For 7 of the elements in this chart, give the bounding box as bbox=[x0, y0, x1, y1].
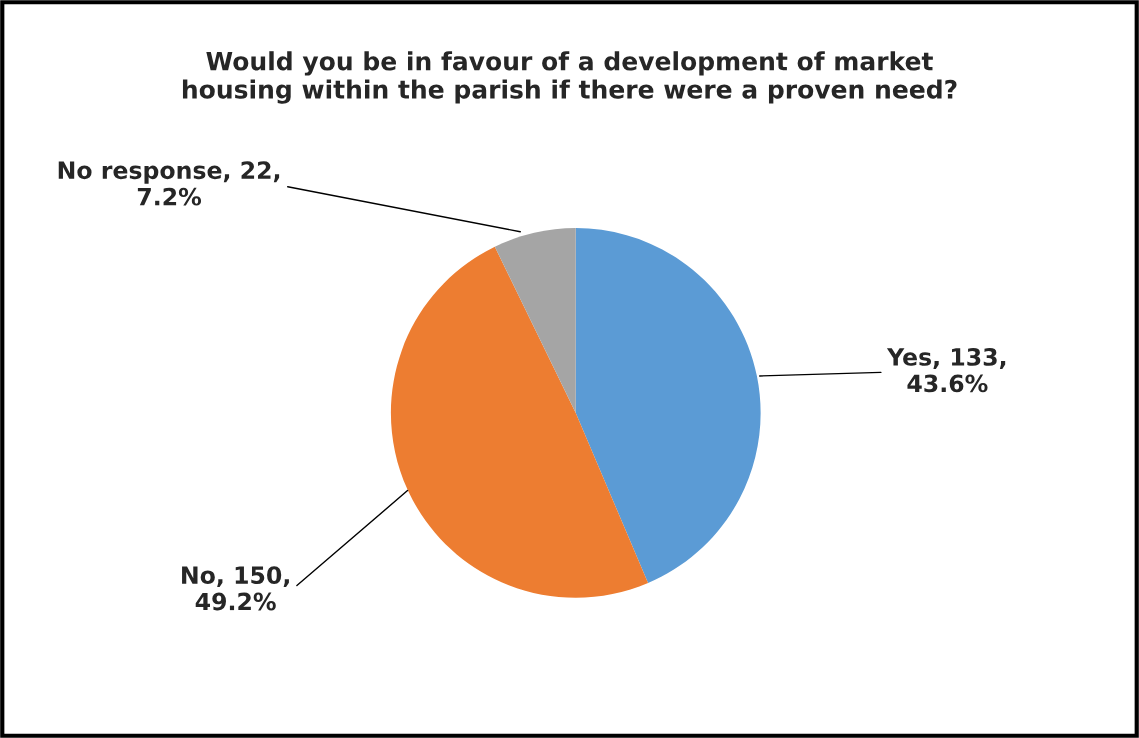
slice-label: No, 150, 49.2% bbox=[182, 566, 289, 611]
chart-title: Would you be in favour of a development of market housing within the parish if there were a proven need? bbox=[182, 51, 957, 104]
pie-slice bbox=[575, 228, 761, 584]
pie-slice bbox=[494, 228, 576, 413]
slice-label: Yes, 133, 43.6% bbox=[886, 348, 1006, 393]
slice-label: No response, 22, 7.2% bbox=[58, 161, 280, 206]
pie-slice bbox=[390, 246, 649, 598]
